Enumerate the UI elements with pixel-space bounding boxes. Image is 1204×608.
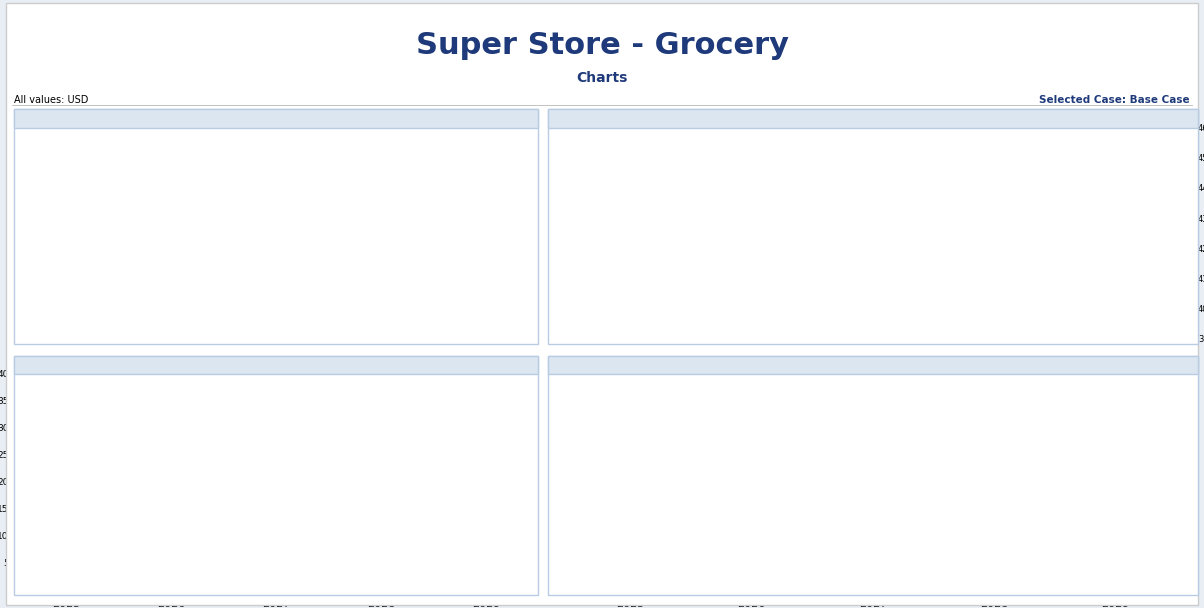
Text: 1,117: 1,117	[739, 443, 763, 452]
Bar	[963, 334, 1026, 505]
Text: 719: 719	[1108, 540, 1123, 548]
Text: 1,254: 1,254	[861, 426, 885, 435]
Text: 3,595: 3,595	[456, 159, 484, 168]
Text: Cash Balance ('000): Cash Balance ('000)	[18, 362, 135, 371]
Text: 77,616: 77,616	[976, 176, 1011, 185]
Text: 73,920: 73,920	[856, 184, 890, 193]
Bar	[598, 280, 662, 339]
Text: Super Store - Grocery: Super Store - Grocery	[415, 31, 789, 60]
Bar	[842, 510, 904, 590]
Text: Revenue Distribution ('000): Revenue Distribution ('000)	[553, 362, 716, 371]
Text: Selected Case: Base Case: Selected Case: Base Case	[1039, 95, 1190, 105]
Text: 1,254: 1,254	[861, 267, 885, 276]
Bar	[720, 235, 783, 377]
Bar	[1084, 167, 1147, 339]
Bar	[842, 351, 904, 510]
Bar	[963, 175, 1026, 339]
Bar	[348, 170, 399, 339]
Bar	[720, 377, 783, 519]
Text: 67,200: 67,200	[734, 199, 769, 207]
Text: 228: 228	[622, 571, 638, 580]
Text: 1,343: 1,343	[982, 244, 1007, 254]
Text: 627: 627	[864, 545, 881, 554]
Text: 28,000: 28,000	[613, 282, 648, 290]
Text: Revenue ('000), and Growth: Revenue ('000), and Growth	[18, 116, 184, 125]
Text: 456: 456	[622, 469, 638, 478]
Bar	[842, 182, 904, 339]
Bar	[10, 49, 78, 81]
Text: 3,134: 3,134	[262, 182, 290, 191]
Text: 1,438: 1,438	[1104, 402, 1128, 412]
Text: 1,117: 1,117	[739, 302, 763, 311]
Bar	[963, 505, 1026, 590]
Bar	[598, 561, 662, 590]
Bar	[252, 181, 301, 339]
Text: Home: Home	[26, 22, 61, 32]
Text: 1,343: 1,343	[982, 415, 1007, 424]
Bar	[720, 519, 783, 590]
Bar	[598, 503, 662, 561]
Bar	[1084, 316, 1147, 499]
Text: 3,356: 3,356	[359, 171, 388, 179]
Text: Total Number of Orders: Total Number of Orders	[553, 116, 691, 125]
Legend: Revenue, EBITDA Margin: Revenue, EBITDA Margin	[117, 350, 314, 368]
Bar	[720, 197, 783, 339]
Bar	[57, 282, 107, 339]
Text: 671: 671	[986, 543, 1002, 551]
Bar	[1084, 133, 1147, 316]
Text: 1,438: 1,438	[1104, 220, 1128, 229]
Text: All values: USD: All values: USD	[14, 95, 89, 105]
Text: 456: 456	[622, 527, 638, 536]
Bar	[598, 445, 662, 503]
Text: 81,497: 81,497	[1098, 168, 1133, 178]
Bar	[445, 158, 496, 339]
Bar	[963, 164, 1026, 334]
Text: 559: 559	[744, 550, 760, 559]
Text: Charts: Charts	[577, 71, 627, 85]
Bar	[10, 12, 78, 43]
Text: Content: Content	[23, 60, 65, 71]
Text: 2,793: 2,793	[165, 199, 194, 208]
Text: 1,141: 1,141	[69, 282, 96, 291]
Bar	[154, 198, 205, 339]
Bar	[1084, 499, 1147, 590]
Bar	[842, 192, 904, 351]
